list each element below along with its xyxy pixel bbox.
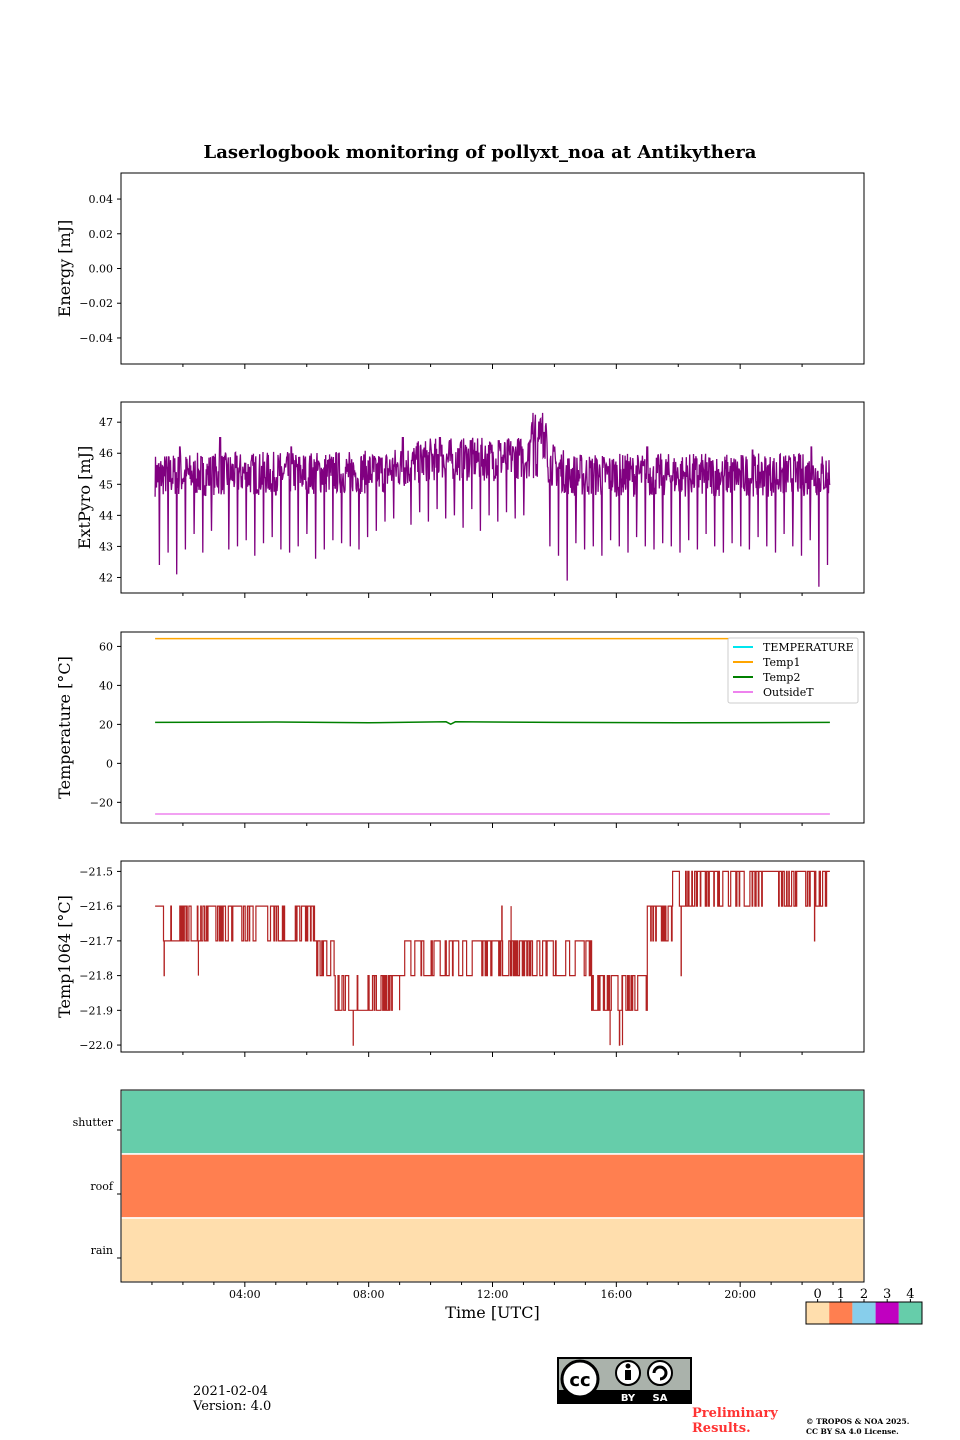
y-tick-label: −0.02 [79, 297, 113, 310]
colorbar-cell-1 [829, 1302, 853, 1324]
colorbar-tick-label: 0 [813, 1287, 821, 1302]
status-row-label: roof [90, 1180, 114, 1193]
status-row-label: rain [91, 1244, 113, 1257]
colorbar-tick-label: 2 [860, 1287, 868, 1302]
y-tick-label: 43 [99, 540, 113, 553]
y-tick-label: −20 [90, 796, 113, 809]
colorbar-tick-label: 4 [906, 1287, 914, 1302]
y-tick-label: −0.04 [79, 332, 113, 345]
series-temp1064-line [155, 870, 830, 1046]
y-tick-label: −21.7 [79, 935, 113, 948]
cc-text: cc [569, 1370, 590, 1391]
y-tick-label: −21.9 [79, 1004, 113, 1017]
y-tick-label: 45 [99, 478, 113, 491]
colorbar-tick-label: 1 [837, 1287, 845, 1302]
status-row-rain [120, 1217, 865, 1283]
y-tick-label: 0.00 [89, 263, 114, 276]
series-extpyro-line [154, 412, 831, 587]
y-tick-label: −22.0 [79, 1039, 113, 1052]
status-row-label: shutter [73, 1116, 114, 1129]
status-row-shutter [120, 1089, 865, 1155]
y-tick-label: 60 [99, 640, 113, 653]
plot-area-energy [120, 172, 865, 365]
y-axis-label: Energy [mJ] [55, 220, 74, 318]
y-tick-label: 0.02 [89, 228, 114, 241]
y-tick-label: 0.04 [89, 193, 114, 206]
y-tick-label: 0 [106, 757, 113, 770]
x-tick-label: 08:00 [353, 1288, 385, 1301]
legend-label: Temp1 [763, 656, 800, 669]
y-tick-label: −21.8 [79, 970, 113, 983]
legend-label: Temp2 [763, 671, 800, 684]
colorbar-cell-0 [806, 1302, 830, 1324]
colorbar-tick-label: 3 [883, 1287, 891, 1302]
version-label: Version: 4.0 [193, 1399, 272, 1414]
legend-label: OutsideT [763, 686, 814, 699]
y-tick-label: 44 [99, 509, 113, 522]
colorbar-frame [805, 1301, 923, 1325]
sa-icon [647, 1360, 673, 1386]
y-axis-label: ExtPyro [mJ] [75, 446, 94, 549]
x-axis-label: Time [UTC] [445, 1303, 539, 1322]
y-axis-label: Temperature [°C] [55, 656, 74, 799]
y-axis-label: Temp1064 [°C] [55, 895, 74, 1018]
y-tick-label: 47 [99, 416, 113, 429]
y-tick-label: −21.6 [79, 900, 113, 913]
footer-info: 2021-02-04 Version: 4.0 [193, 1384, 271, 1414]
copyright-notice: © TROPOS & NOA 2025. CC BY SA 4.0 Licens… [806, 1417, 909, 1437]
status-row-roof [120, 1153, 865, 1219]
colorbar-cell-4 [898, 1302, 922, 1324]
y-tick-label: 40 [99, 679, 113, 692]
copyright-line: © TROPOS & NOA 2025. [806, 1417, 910, 1426]
cc-license-logo: cc BY SA [557, 1357, 692, 1404]
legend-box [727, 637, 859, 704]
cc-icon [560, 1359, 600, 1399]
colorbar-cell-3 [875, 1302, 899, 1324]
x-tick-label: 04:00 [229, 1288, 261, 1301]
preliminary-results: Preliminary Results. [692, 1406, 778, 1436]
x-tick-label: 12:00 [477, 1288, 509, 1301]
y-tick-label: 20 [99, 718, 113, 731]
x-tick-label: 16:00 [600, 1288, 632, 1301]
y-tick-label: 46 [99, 447, 113, 460]
y-tick-label: 42 [99, 571, 113, 584]
x-tick-label: 20:00 [724, 1288, 756, 1301]
chart-title: Laserlogbook monitoring of pollyxt_noa a… [204, 142, 757, 163]
date-label: 2021-02-04 [193, 1384, 268, 1399]
y-tick-label: −21.5 [79, 865, 113, 878]
colorbar-cell-2 [852, 1302, 876, 1324]
series-temp2-line [155, 721, 830, 726]
sa-text: SA [653, 1393, 668, 1404]
legend-label: TEMPERATURE [763, 641, 854, 654]
by-text: BY [621, 1393, 636, 1404]
license-line: CC BY SA 4.0 License. [806, 1427, 899, 1436]
plot-area-extpyro [120, 401, 865, 594]
